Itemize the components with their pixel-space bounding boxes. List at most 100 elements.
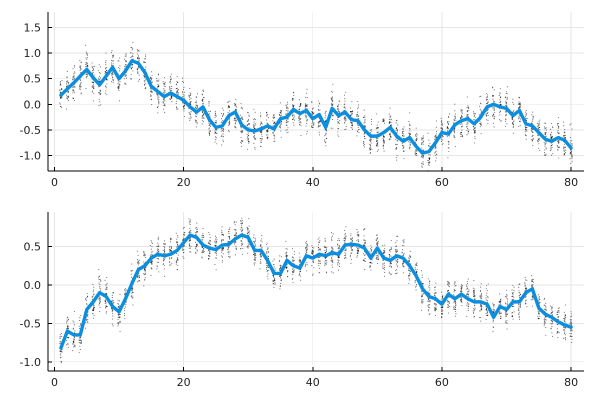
sample-point bbox=[468, 305, 470, 307]
sample-point bbox=[472, 126, 474, 128]
sample-point bbox=[446, 120, 449, 122]
sample-point bbox=[156, 78, 158, 80]
sample-point bbox=[183, 96, 185, 98]
sample-point bbox=[164, 257, 166, 259]
sample-point bbox=[319, 260, 321, 262]
sample-point bbox=[473, 316, 475, 318]
sample-point bbox=[537, 126, 540, 128]
sample-point bbox=[318, 121, 320, 123]
sample-point bbox=[208, 242, 210, 245]
sample-point bbox=[151, 252, 153, 254]
sample-point bbox=[389, 255, 391, 257]
sample-point bbox=[525, 127, 527, 129]
sample-point bbox=[240, 142, 243, 144]
sample-point bbox=[92, 313, 94, 315]
sample-point bbox=[164, 244, 166, 246]
sample-point bbox=[156, 87, 159, 89]
sample-point bbox=[157, 96, 159, 98]
sample-point bbox=[79, 65, 81, 67]
sample-point bbox=[304, 246, 306, 248]
sample-point bbox=[280, 115, 282, 117]
sample-point bbox=[240, 248, 242, 250]
sample-point bbox=[105, 61, 107, 63]
sample-point bbox=[384, 251, 386, 253]
sample-point bbox=[66, 76, 68, 78]
sample-point bbox=[414, 151, 416, 153]
sample-point bbox=[80, 62, 82, 64]
sample-point bbox=[170, 264, 172, 266]
sample-point bbox=[569, 142, 572, 144]
sample-point bbox=[221, 118, 223, 120]
sample-point bbox=[531, 128, 533, 130]
sample-point bbox=[466, 96, 468, 98]
sample-point bbox=[441, 313, 443, 315]
sample-point bbox=[383, 119, 385, 121]
sample-point bbox=[538, 124, 540, 126]
sample-point bbox=[183, 257, 185, 259]
sample-point bbox=[280, 265, 282, 267]
sample-point bbox=[422, 157, 424, 159]
sample-point bbox=[175, 92, 178, 94]
sample-point bbox=[261, 241, 263, 243]
sample-point bbox=[105, 307, 107, 309]
sample-point bbox=[65, 94, 67, 96]
sample-point bbox=[248, 232, 250, 234]
sample-point bbox=[235, 248, 237, 250]
sample-point bbox=[119, 331, 121, 333]
sample-point bbox=[259, 124, 261, 126]
sample-point bbox=[384, 271, 386, 273]
sample-point bbox=[92, 289, 95, 291]
sample-point bbox=[389, 116, 391, 119]
sample-point bbox=[163, 98, 165, 100]
sample-point bbox=[255, 124, 257, 126]
sample-point bbox=[157, 258, 159, 260]
sample-point bbox=[132, 304, 134, 306]
sample-point bbox=[222, 253, 224, 255]
sample-point bbox=[111, 73, 113, 75]
sample-point bbox=[78, 325, 80, 327]
sample-point bbox=[247, 245, 249, 247]
sample-point bbox=[240, 229, 242, 231]
sample-point bbox=[363, 228, 365, 231]
sample-point bbox=[157, 242, 159, 244]
sample-point bbox=[59, 340, 61, 342]
sample-point bbox=[506, 98, 508, 101]
sample-point bbox=[87, 321, 89, 323]
sample-point bbox=[338, 123, 340, 125]
sample-point bbox=[176, 75, 178, 78]
sample-point bbox=[138, 79, 140, 81]
sample-point bbox=[229, 257, 231, 259]
sample-point bbox=[189, 247, 192, 249]
sample-point bbox=[266, 265, 268, 267]
sample-point bbox=[99, 89, 102, 91]
sample-point bbox=[350, 247, 353, 249]
sample-point bbox=[326, 251, 328, 253]
sample-point bbox=[434, 310, 436, 312]
sample-point bbox=[137, 56, 139, 58]
sample-point bbox=[99, 300, 101, 302]
sample-point bbox=[525, 138, 527, 140]
sample-point bbox=[112, 60, 114, 62]
sample-point bbox=[311, 245, 313, 247]
sample-point bbox=[105, 87, 107, 89]
sample-point bbox=[441, 310, 443, 312]
sample-point bbox=[117, 302, 119, 304]
sample-point bbox=[80, 339, 82, 342]
sample-point bbox=[473, 132, 475, 134]
sample-point bbox=[313, 267, 315, 269]
sample-point bbox=[349, 246, 352, 248]
sample-point bbox=[466, 134, 468, 136]
sample-point bbox=[306, 249, 308, 251]
sample-point bbox=[454, 303, 457, 305]
sample-point bbox=[337, 250, 339, 252]
sample-point bbox=[190, 115, 192, 117]
sample-point bbox=[499, 92, 501, 94]
sample-point bbox=[78, 88, 80, 90]
sample-point bbox=[395, 148, 397, 150]
sample-point bbox=[169, 98, 172, 100]
sample-point bbox=[78, 339, 80, 341]
sample-point bbox=[222, 114, 224, 116]
sample-point bbox=[467, 294, 469, 296]
sample-point bbox=[59, 334, 61, 336]
sample-point bbox=[176, 257, 179, 259]
